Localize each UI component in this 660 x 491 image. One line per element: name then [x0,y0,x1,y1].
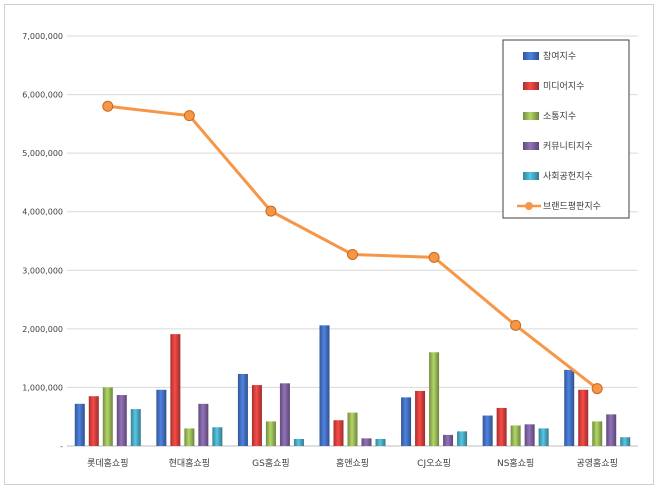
legend-label: 브랜드평판지수 [543,201,601,212]
bar [251,385,262,446]
bar [156,389,167,446]
legend-label: 참여지수 [543,50,576,62]
line-point [591,383,603,395]
bar [482,415,493,446]
legend-swatch [523,82,539,90]
line-series [102,100,603,395]
bar [198,403,209,446]
line-point [265,205,277,217]
bar [415,390,426,446]
y-tick-label: 1,000,000 [22,383,63,392]
line-point [510,319,522,331]
bar [265,421,276,446]
chart-frame: - 1,000,000 2,000,000 3,000,000 4,000,000 5,0… [4,4,654,485]
line-point [347,248,358,260]
legend-label: 사회공헌지수 [543,171,593,182]
chart: - 1,000,000 2,000,000 3,000,000 4,000,000 5,0… [22,32,638,469]
bar [116,395,127,446]
legend-swatch [523,142,539,150]
y-tick-label: 2,000,000 [22,325,63,334]
line-point [102,100,114,112]
x-tick-label: 롯데홈쇼핑 [87,457,128,469]
bar [170,334,181,446]
bar [375,438,386,446]
x-axis-labels: 롯데홈쇼핑 현대홈쇼핑 GS홈쇼핑 홈앤쇼핑 CJ오쇼핑 NS홈쇼핑 공영홈쇼핑 [87,457,618,469]
bar [620,437,631,446]
bar [564,369,575,446]
bar [102,387,113,446]
x-tick-label: 공영홈쇼핑 [577,457,618,469]
bar [496,407,507,446]
y-tick-label: 5,000,000 [22,149,63,158]
bar [333,420,344,446]
y-tick-label: 6,000,000 [22,91,63,100]
x-tick-label: CJ오쇼핑 [417,458,451,469]
x-tick-label: 홈앤쇼핑 [336,457,369,469]
x-tick-label: NS홈쇼핑 [497,457,534,469]
y-tick-label: - [60,442,63,451]
bar [74,403,85,446]
legend-swatch [523,112,539,120]
bar [578,389,589,446]
bar [524,424,535,446]
bar [429,352,440,446]
bar [538,428,549,446]
legend-swatch [523,172,539,180]
legend-box [502,39,630,219]
bar [457,431,468,446]
grid-lines [67,35,638,447]
bar [237,373,248,446]
y-tick-label: 7,000,000 [22,32,63,41]
bars [74,325,631,446]
bar [88,396,99,446]
bar [293,438,304,446]
bar [212,427,223,446]
legend-label: 소통지수 [543,111,576,122]
bar [279,383,290,446]
bar [130,409,141,446]
bar [319,325,330,446]
bar [510,425,521,446]
x-tick-label: GS홈쇼핑 [252,457,290,469]
legend-label: 미디어지수 [543,81,584,92]
y-tick-label: 4,000,000 [22,208,63,217]
bar [347,412,358,446]
bar [184,428,195,446]
line-point [428,251,440,263]
y-axis-labels: - 1,000,000 2,000,000 3,000,000 4,000,000 5,0… [22,32,63,451]
legend-swatch [523,52,539,60]
bar [361,438,372,446]
y-tick-label: 3,000,000 [22,266,63,275]
bar [606,414,617,446]
bar [401,397,412,446]
x-tick-label: 현대홈쇼핑 [169,457,210,469]
line-point [183,110,195,122]
bar [443,434,454,446]
legend-marker [525,202,533,210]
bar [592,421,603,446]
legend-label: 커뮤니티지수 [543,141,593,152]
